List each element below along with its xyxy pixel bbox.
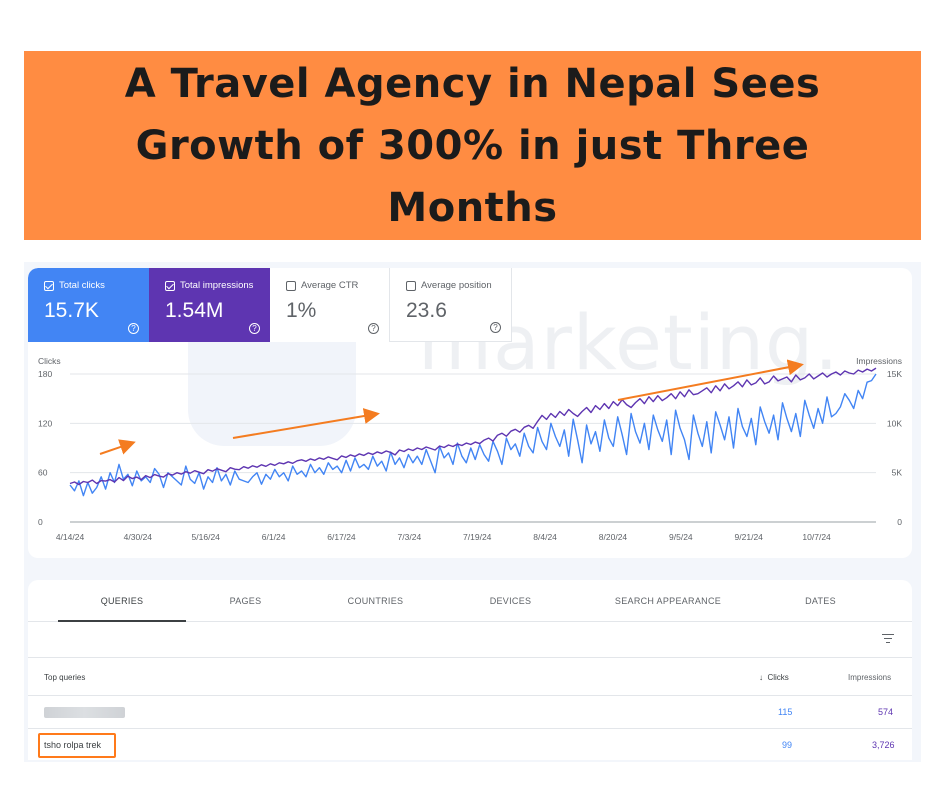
highlight-box xyxy=(38,733,116,758)
sort-down-arrow-icon: ↓ xyxy=(759,673,763,682)
headline-title: A Travel Agency in Nepal Sees Growth of … xyxy=(124,60,821,231)
help-icon[interactable]: ? xyxy=(128,323,139,334)
trend-arrow xyxy=(99,439,136,455)
metric-label: Average position xyxy=(421,280,492,291)
y-tick-label: 60 xyxy=(38,468,48,478)
metric-total-clicks[interactable]: Total clicks 15.7K ? xyxy=(28,268,149,342)
report-table-card: QUERIES PAGES COUNTRIES DEVICES SEARCH A… xyxy=(28,580,912,760)
row-impressions: 3,726 xyxy=(872,740,895,750)
tab-countries[interactable]: COUNTRIES xyxy=(347,596,404,606)
x-tick-label: 4/30/24 xyxy=(124,532,153,542)
x-tick-label: 6/1/24 xyxy=(262,532,286,542)
checkbox-checked-icon[interactable] xyxy=(165,280,175,291)
metric-label: Total impressions xyxy=(180,280,254,291)
filter-icon[interactable] xyxy=(882,634,894,644)
checkbox-checked-icon[interactable] xyxy=(44,280,54,291)
x-tick-label: 7/3/24 xyxy=(398,532,422,542)
tab-search-appearance[interactable]: SEARCH APPEARANCE xyxy=(614,596,722,606)
series-line-impressions xyxy=(69,367,877,486)
y2-tick-label: 0 xyxy=(897,517,902,527)
y-tick-label: 0 xyxy=(38,517,43,527)
metric-average-ctr[interactable]: Average CTR 1% ? xyxy=(270,268,390,342)
right-axis-label: Impressions xyxy=(856,356,902,366)
report-tabs: QUERIES PAGES COUNTRIES DEVICES SEARCH A… xyxy=(28,580,912,622)
help-icon[interactable]: ? xyxy=(490,322,501,333)
x-tick-label: 6/17/24 xyxy=(327,532,356,542)
tab-pages[interactable]: PAGES xyxy=(229,596,262,606)
metric-value: 1.54M xyxy=(165,299,224,322)
metric-value: 15.7K xyxy=(44,299,99,322)
metric-total-impressions[interactable]: Total impressions 1.54M ? xyxy=(149,268,270,342)
checkbox-unchecked-icon[interactable] xyxy=(406,280,416,291)
performance-chart-card: marketing. Total clicks 15.7K ? Total im… xyxy=(28,268,912,558)
metric-label: Average CTR xyxy=(301,280,359,291)
table-row[interactable]: tsho rolpa trek 99 3,726 xyxy=(28,729,912,760)
redacted-query-blur xyxy=(44,707,125,718)
y-tick-label: 180 xyxy=(38,369,52,379)
x-tick-label: 10/7/24 xyxy=(802,532,831,542)
checkbox-unchecked-icon[interactable] xyxy=(286,280,296,291)
x-tick-label: 9/21/24 xyxy=(735,532,764,542)
y2-tick-label: 15K xyxy=(887,369,902,379)
table-header: Top queries ↓ Clicks Impressions xyxy=(28,658,912,696)
active-tab-indicator xyxy=(58,620,186,622)
header-impressions[interactable]: Impressions xyxy=(848,673,892,682)
row-clicks: 99 xyxy=(782,740,793,750)
row-impressions: 574 xyxy=(878,707,894,717)
row-clicks: 115 xyxy=(778,707,793,717)
header-clicks-label: Clicks xyxy=(767,673,789,682)
metric-value: 1% xyxy=(286,299,317,322)
headline-banner: A Travel Agency in Nepal Sees Growth of … xyxy=(24,51,921,240)
row-query[interactable]: tsho rolpa trek xyxy=(44,740,102,750)
metric-average-position[interactable]: Average position 23.6 ? xyxy=(390,268,512,342)
x-tick-label: 4/14/24 xyxy=(56,532,85,542)
performance-line-chart: Clicks Impressions 180 120 60 0 15K 10K 5K 0 4… xyxy=(38,356,903,542)
header-clicks[interactable]: ↓ Clicks xyxy=(759,673,789,682)
x-tick-label: 5/16/24 xyxy=(192,532,221,542)
tab-dates[interactable]: DATES xyxy=(805,596,836,606)
x-tick-label: 7/19/24 xyxy=(463,532,492,542)
x-tick-label: 8/4/24 xyxy=(533,532,557,542)
help-icon[interactable]: ? xyxy=(249,323,260,334)
trend-arrow xyxy=(617,359,804,401)
help-icon[interactable]: ? xyxy=(368,323,379,334)
y-tick-label: 120 xyxy=(38,418,52,428)
tab-queries[interactable]: QUERIES xyxy=(100,596,144,606)
series-line-clicks xyxy=(69,373,877,497)
x-tick-label: 8/20/24 xyxy=(599,532,628,542)
tab-devices[interactable]: DEVICES xyxy=(489,596,532,606)
header-top-queries: Top queries xyxy=(44,673,86,682)
trend-arrow xyxy=(232,408,380,439)
metric-value: 23.6 xyxy=(406,299,447,322)
left-axis-label: Clicks xyxy=(38,356,61,366)
filter-row xyxy=(28,622,912,658)
table-row[interactable]: 115 574 xyxy=(28,696,912,729)
metric-label: Total clicks xyxy=(59,280,105,291)
y2-tick-label: 5K xyxy=(892,468,903,478)
y2-tick-label: 10K xyxy=(887,418,902,428)
x-tick-label: 9/5/24 xyxy=(669,532,693,542)
